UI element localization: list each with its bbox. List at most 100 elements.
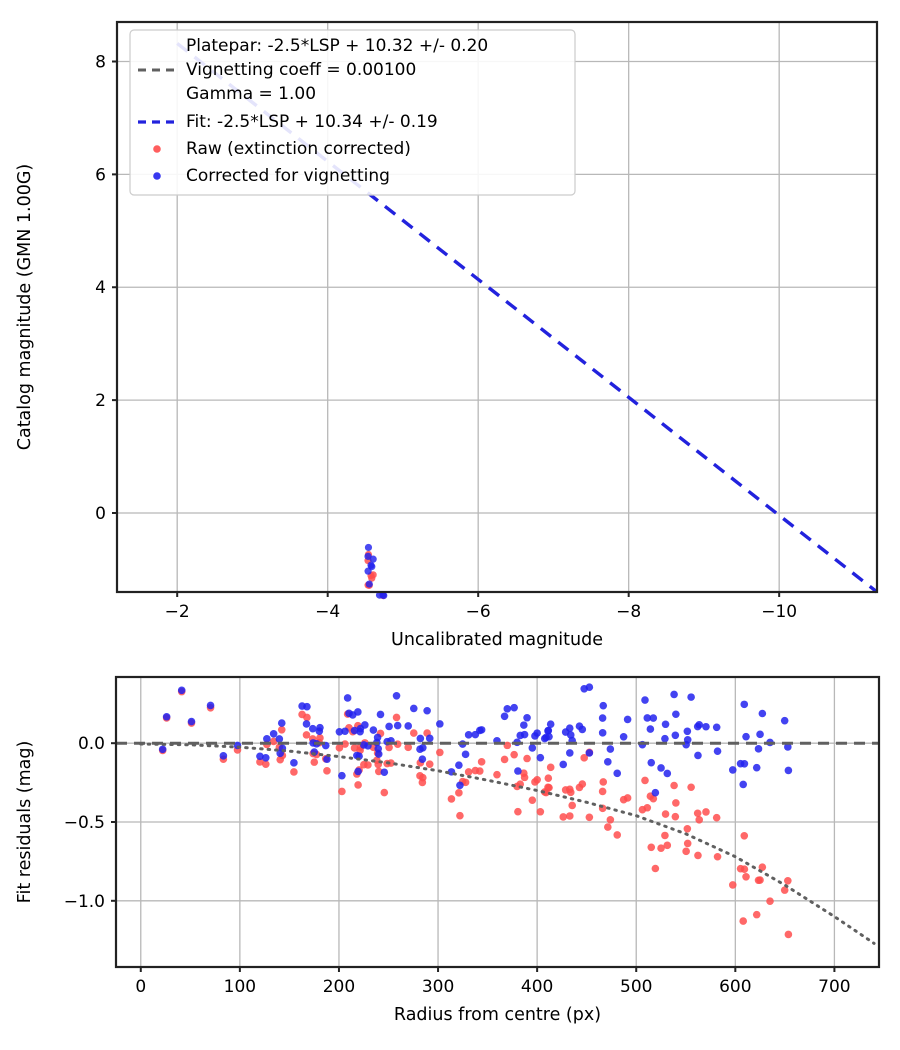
bottom-point-corrected — [619, 732, 628, 741]
bottom-point-raw — [290, 768, 298, 776]
bottom-point-corrected — [728, 766, 737, 774]
bottom-point-corrected — [316, 723, 324, 732]
bottom-point-corrected — [162, 712, 171, 721]
bottom-scatter-raw-series — [158, 687, 793, 939]
bottom-point-corrected — [385, 722, 393, 731]
bottom-point-raw — [520, 773, 529, 782]
bottom-point-corrected — [464, 731, 473, 739]
bottom-point-corrected — [290, 759, 298, 767]
bottom-point-corrected — [649, 714, 658, 722]
bottom-point-corrected — [651, 788, 660, 797]
legend-box — [129, 29, 576, 196]
bottom-point-corrected — [641, 696, 649, 704]
bottom-point-corrected — [544, 727, 552, 735]
bottom-point-raw — [756, 876, 764, 884]
bottom-point-corrected — [585, 749, 594, 757]
bottom-point-corrected — [598, 729, 607, 737]
bottom-point-raw — [649, 794, 658, 803]
legend-marker-red-dot — [153, 145, 161, 153]
bottom-point-raw — [740, 865, 749, 874]
bottom-point-raw — [476, 767, 484, 775]
top-ticklabel-x-2: −6 — [466, 602, 491, 622]
bottom-point-corrected — [623, 715, 632, 724]
bottom-yaxis-label: Fit residuals (mag) — [15, 741, 35, 904]
bottom-point-raw — [447, 795, 456, 803]
bottom-point-corrected — [663, 769, 672, 778]
bottom-point-corrected — [713, 747, 722, 755]
bottom-point-raw — [613, 831, 622, 839]
bottom-point-corrected — [456, 781, 464, 790]
bottom-point-raw — [663, 841, 672, 850]
bottom-point-corrected — [341, 727, 349, 736]
bottom-point-raw — [742, 873, 750, 881]
bottom-point-corrected — [643, 714, 652, 722]
bottom-point-corrected — [672, 710, 680, 719]
bottom-ticklabel-x-6: 600 — [719, 977, 751, 997]
bottom-point-corrected — [503, 705, 512, 713]
bottom-point-raw — [657, 844, 665, 853]
bottom-point-corrected — [657, 764, 665, 772]
top-point-corrected — [365, 580, 373, 588]
bottom-point-raw — [335, 744, 344, 752]
bottom-point-raw — [364, 761, 372, 769]
bottom-point-corrected — [373, 733, 382, 742]
bottom-point-corrected — [263, 735, 271, 743]
bottom-point-corrected — [520, 730, 529, 739]
top-ticklabel-x-4: −10 — [761, 602, 797, 622]
bottom-point-raw — [606, 816, 615, 824]
bottom-point-corrected — [566, 749, 574, 757]
bottom-point-raw — [784, 876, 792, 885]
bottom-point-corrected — [206, 701, 215, 710]
bottom-point-raw — [269, 737, 278, 746]
bottom-point-corrected — [528, 744, 537, 752]
bottom-point-raw — [302, 731, 311, 739]
top-point-corrected — [364, 543, 373, 552]
bottom-point-corrected — [275, 735, 284, 743]
top-ticklabel-x-3: −8 — [616, 602, 641, 622]
bottom-point-corrected — [277, 719, 286, 727]
bottom-point-corrected — [712, 723, 721, 732]
bottom-point-corrected — [599, 701, 608, 710]
bottom-point-corrected — [256, 752, 264, 761]
bottom-point-corrected — [784, 766, 793, 775]
bottom-point-corrected — [298, 702, 306, 710]
bottom-point-corrected — [559, 760, 568, 769]
bottom-point-raw — [546, 763, 555, 772]
bottom-point-raw — [528, 796, 537, 804]
legend-entry-raw: Raw (extinction corrected) — [153, 139, 411, 159]
bottom-point-raw — [623, 794, 632, 802]
bottom-point-raw — [566, 812, 574, 820]
bottom-point-corrected — [683, 727, 692, 736]
top-ticklabel-y-1: 2 — [95, 391, 106, 411]
bottom-point-corrected — [418, 755, 427, 763]
bottom-point-corrected — [376, 710, 385, 719]
bottom-point-raw — [387, 759, 395, 767]
bottom-point-corrected — [353, 751, 361, 760]
top-point-corrected — [368, 563, 376, 571]
bottom-point-corrected — [455, 761, 463, 769]
bottom-point-corrected — [392, 691, 401, 700]
bottom-point-raw — [702, 808, 710, 816]
bottom-point-corrected — [545, 732, 553, 741]
bottom-point-raw — [310, 758, 319, 766]
bottom-point-raw — [277, 725, 286, 734]
bottom-point-raw — [752, 910, 761, 919]
bottom-vignetting-model-curve — [139, 742, 876, 945]
bottom-point-corrected — [374, 750, 383, 758]
bottom-point-raw — [464, 768, 473, 776]
bottom-point-corrected — [308, 724, 317, 733]
bottom-point-raw — [712, 813, 721, 822]
bottom-point-corrected — [343, 694, 352, 702]
legend-entry-platepar: Platepar: -2.5*LSP + 10.32 +/- 0.20 — [186, 36, 488, 56]
bottom-point-raw — [670, 781, 678, 790]
bottom-point-corrected — [536, 753, 545, 762]
legend-label: Gamma = 1.00 — [186, 84, 316, 104]
bottom-ticklabel-x-7: 700 — [818, 977, 850, 997]
bottom-point-raw — [713, 852, 722, 861]
bottom-point-corrected — [269, 730, 278, 738]
bottom-point-corrected — [436, 720, 444, 728]
bottom-point-raw — [585, 813, 594, 822]
bottom-point-raw — [493, 770, 501, 779]
